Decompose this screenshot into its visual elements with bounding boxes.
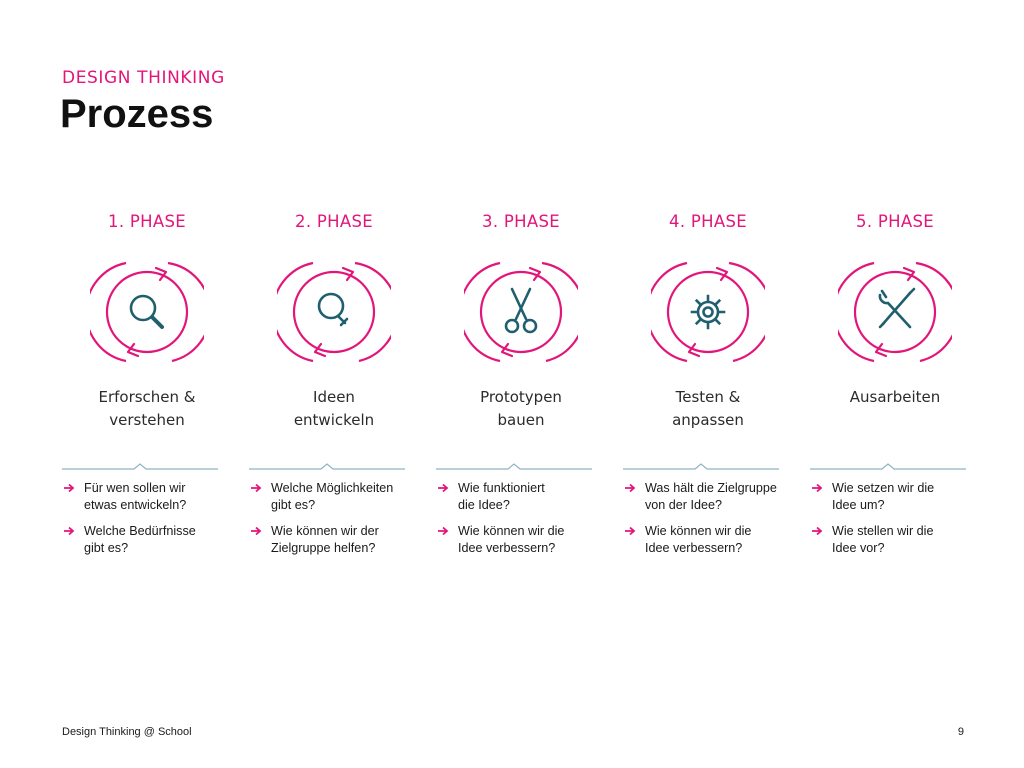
phase-label: 1. PHASE bbox=[108, 212, 186, 231]
divider bbox=[623, 460, 779, 474]
question-list: Was hält die Zielgruppe von der Idee? Wie… bbox=[623, 480, 801, 566]
question-list: Wie setzen wir die Idee um? Wie stellen w… bbox=[810, 480, 988, 566]
arrow-right-icon bbox=[438, 483, 449, 493]
question-item: Für wen sollen wir etwas entwickeln? bbox=[62, 480, 240, 514]
phase-name: Ideen entwickeln bbox=[293, 388, 375, 429]
question-item: Wie können wir die Idee verbessern? bbox=[436, 523, 614, 557]
phase-2: 2. PHASE Ideen entwickeln bbox=[241, 0, 427, 700]
scissors-icon bbox=[504, 287, 538, 334]
phase-name: Ausarbeiten bbox=[849, 388, 941, 406]
question-item: Wie stellen wir die Idee vor? bbox=[810, 523, 988, 557]
divider bbox=[436, 460, 592, 474]
arrow-right-icon bbox=[812, 526, 823, 536]
tools-icon bbox=[878, 287, 916, 329]
search-icon bbox=[129, 294, 164, 329]
slide-kicker: DESIGN THINKING bbox=[62, 68, 225, 88]
question-item: Welche Möglichkeiten gibt es? bbox=[249, 480, 427, 514]
slide-title: Prozess bbox=[60, 92, 214, 136]
phase-row: 1. PHASE Erforschen & verstehen bbox=[54, 0, 988, 700]
arrow-right-icon bbox=[625, 526, 636, 536]
question-item: Wie funktioniert die Idee? bbox=[436, 480, 614, 514]
gear-icon bbox=[690, 294, 726, 330]
question-list: Wie funktioniert die Idee? Wie können wir… bbox=[436, 480, 614, 566]
arrow-right-icon bbox=[64, 483, 75, 493]
divider bbox=[62, 460, 218, 474]
question-list: Welche Möglichkeiten gibt es? Wie können … bbox=[249, 480, 427, 566]
page-number: 9 bbox=[957, 726, 964, 738]
phase-5: 5. PHASE Au bbox=[802, 0, 988, 700]
cycle-icon bbox=[277, 255, 391, 369]
phase-label: 5. PHASE bbox=[856, 212, 934, 231]
divider bbox=[810, 460, 966, 474]
footer-text: Design Thinking @ School bbox=[62, 726, 192, 738]
question-item: Wie können wir die Idee verbessern? bbox=[623, 523, 801, 557]
lightbulb-icon bbox=[317, 292, 349, 327]
phase-name: Testen & anpassen bbox=[672, 388, 744, 429]
phase-3: 3. PHASE Prototypen bbox=[428, 0, 614, 700]
question-list: Für wen sollen wir etwas entwickeln? Welc… bbox=[62, 480, 240, 566]
phase-label: 2. PHASE bbox=[295, 212, 373, 231]
phase-name: Prototypen bauen bbox=[480, 388, 562, 429]
question-item: Wie setzen wir die Idee um? bbox=[810, 480, 988, 514]
question-item: Wie können wir der Zielgruppe helfen? bbox=[249, 523, 427, 557]
phase-4: 4. PHASE Testen & anpassen bbox=[615, 0, 801, 700]
phase-label: 3. PHASE bbox=[482, 212, 560, 231]
divider bbox=[249, 460, 405, 474]
cycle-icon bbox=[838, 255, 952, 369]
arrow-right-icon bbox=[251, 483, 262, 493]
arrow-right-icon bbox=[251, 526, 262, 536]
question-item: Was hält die Zielgruppe von der Idee? bbox=[623, 480, 801, 514]
arrow-right-icon bbox=[625, 483, 636, 493]
cycle-icon bbox=[651, 255, 765, 369]
phase-label: 4. PHASE bbox=[669, 212, 747, 231]
question-item: Welche Bedürfnisse gibt es? bbox=[62, 523, 240, 557]
phase-1: 1. PHASE Erforschen & verstehen bbox=[54, 0, 240, 700]
arrow-right-icon bbox=[64, 526, 75, 536]
cycle-icon bbox=[464, 255, 578, 369]
phase-name: Erforschen & verstehen bbox=[98, 388, 196, 429]
arrow-right-icon bbox=[812, 483, 823, 493]
cycle-icon bbox=[90, 255, 204, 369]
arrow-right-icon bbox=[438, 526, 449, 536]
